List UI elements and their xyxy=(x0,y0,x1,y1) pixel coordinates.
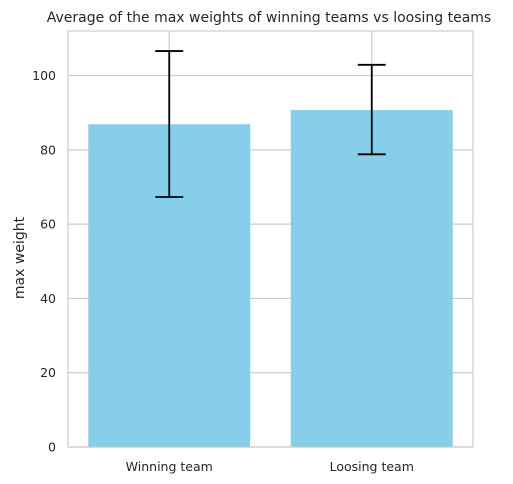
y-tick-label: 100 xyxy=(32,68,56,83)
y-tick-label: 0 xyxy=(48,440,56,455)
y-tick-label: 80 xyxy=(40,142,56,157)
bar xyxy=(290,110,453,447)
y-axis-label: max weight xyxy=(12,216,28,299)
bars xyxy=(88,110,453,447)
y-tick-labels: 0 20 40 60 80 100 xyxy=(32,68,56,454)
y-tick-label: 60 xyxy=(40,217,56,232)
y-tick-label: 40 xyxy=(40,291,56,306)
x-tick-labels: Winning team Loosing team xyxy=(126,459,414,474)
x-tick-label: Winning team xyxy=(126,459,213,474)
error-bars xyxy=(155,50,386,198)
chart-title: Average of the max weights of winning te… xyxy=(47,10,491,26)
y-tick-label: 20 xyxy=(40,365,56,380)
x-tick-label: Loosing team xyxy=(330,459,414,474)
plot-frame xyxy=(67,30,474,448)
